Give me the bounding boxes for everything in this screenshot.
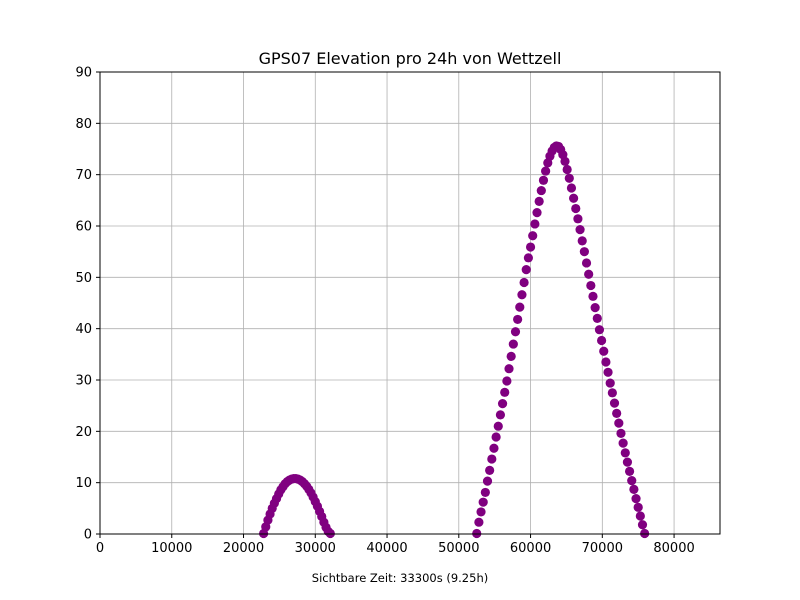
y-tick-label: 10 (75, 476, 92, 491)
data-point (517, 290, 527, 300)
data-point (497, 399, 508, 409)
y-tick-label: 20 (75, 425, 92, 440)
data-points (259, 141, 650, 539)
data-point (575, 224, 585, 235)
y-tick-label: 30 (75, 374, 92, 389)
data-point (504, 364, 514, 374)
data-point (629, 484, 639, 494)
data-point (577, 236, 587, 246)
data-point (612, 408, 622, 418)
data-point (495, 410, 506, 420)
data-point (624, 466, 635, 476)
data-point (569, 193, 579, 203)
data-point (616, 428, 626, 438)
x-tick-label: 60000 (510, 541, 551, 556)
data-point (508, 339, 518, 349)
data-point (493, 421, 503, 431)
data-point (614, 418, 624, 428)
data-point (510, 327, 521, 337)
visible-time-note: Sichtbare Zeit: 33300s (9.25h) (312, 571, 488, 585)
x-tick-label: 80000 (653, 541, 694, 556)
x-axis: 0 10000 20000 30000 40000 50000 60000 70000 8000… (96, 534, 695, 556)
data-point (491, 432, 501, 442)
data-point (515, 302, 525, 312)
x-tick-label: 10000 (151, 541, 192, 556)
data-point (523, 253, 534, 263)
data-point (590, 303, 600, 313)
data-point (489, 443, 499, 453)
data-point (534, 196, 544, 206)
data-point (530, 219, 540, 229)
data-point (586, 280, 596, 291)
data-point (573, 214, 583, 224)
data-point (480, 487, 490, 498)
y-tick-label: 80 (75, 117, 92, 132)
data-point (536, 185, 546, 196)
data-point (592, 313, 602, 323)
data-point (476, 507, 486, 517)
data-point (478, 497, 488, 507)
chart-title: GPS07 Elevation pro 24h von Wettzell (259, 49, 562, 68)
data-point (564, 173, 574, 183)
y-tick-label: 40 (75, 322, 92, 337)
data-point (521, 265, 531, 275)
data-point (637, 520, 648, 530)
data-point (627, 476, 637, 486)
data-point (609, 398, 620, 408)
data-point (525, 242, 536, 252)
data-point (635, 511, 645, 521)
data-point (584, 269, 594, 279)
data-point (487, 454, 497, 464)
data-point (528, 231, 538, 241)
data-point (633, 502, 643, 512)
data-point (482, 476, 493, 486)
data-point (472, 528, 482, 539)
data-point (607, 388, 617, 398)
data-point (601, 357, 611, 367)
data-point (620, 448, 630, 458)
data-point (618, 438, 628, 448)
data-point (513, 314, 523, 325)
data-point (562, 164, 572, 175)
x-tick-label: 50000 (438, 541, 479, 556)
data-point (594, 325, 605, 335)
data-point (506, 351, 516, 361)
data-point (538, 175, 549, 185)
data-point (325, 528, 335, 539)
y-tick-label: 60 (75, 220, 92, 235)
data-point (560, 156, 570, 166)
grid-lines (99, 71, 720, 535)
y-tick-label: 50 (75, 271, 92, 286)
data-point (532, 208, 542, 218)
data-point (631, 493, 641, 504)
data-point (485, 465, 495, 475)
data-point (566, 183, 577, 193)
data-point (599, 346, 609, 356)
data-point (519, 277, 529, 288)
data-point (474, 517, 484, 527)
y-tick-label: 90 (75, 66, 92, 81)
data-point (603, 367, 613, 377)
data-point (640, 528, 650, 539)
x-tick-label: 70000 (582, 541, 623, 556)
y-axis: 0 10 20 30 40 50 60 70 80 90 (75, 66, 100, 543)
data-point (622, 457, 633, 467)
data-point (541, 166, 551, 176)
x-tick-label: 30000 (295, 541, 336, 556)
data-point (605, 378, 615, 388)
x-tick-label: 0 (96, 541, 104, 556)
x-tick-label: 20000 (223, 541, 264, 556)
data-point (579, 247, 589, 257)
data-point (581, 258, 592, 268)
plot-frame (99, 71, 721, 535)
data-point (502, 376, 512, 386)
data-point (596, 335, 607, 346)
y-tick-label: 0 (84, 528, 92, 543)
data-point (571, 203, 581, 214)
data-point (588, 291, 598, 301)
x-tick-label: 40000 (366, 541, 407, 556)
y-tick-label: 70 (75, 168, 92, 183)
data-point (500, 387, 510, 397)
